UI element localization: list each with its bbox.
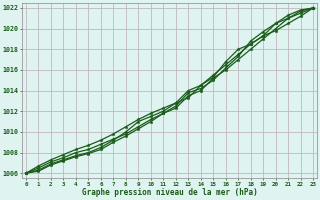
X-axis label: Graphe pression niveau de la mer (hPa): Graphe pression niveau de la mer (hPa) (82, 188, 257, 197)
